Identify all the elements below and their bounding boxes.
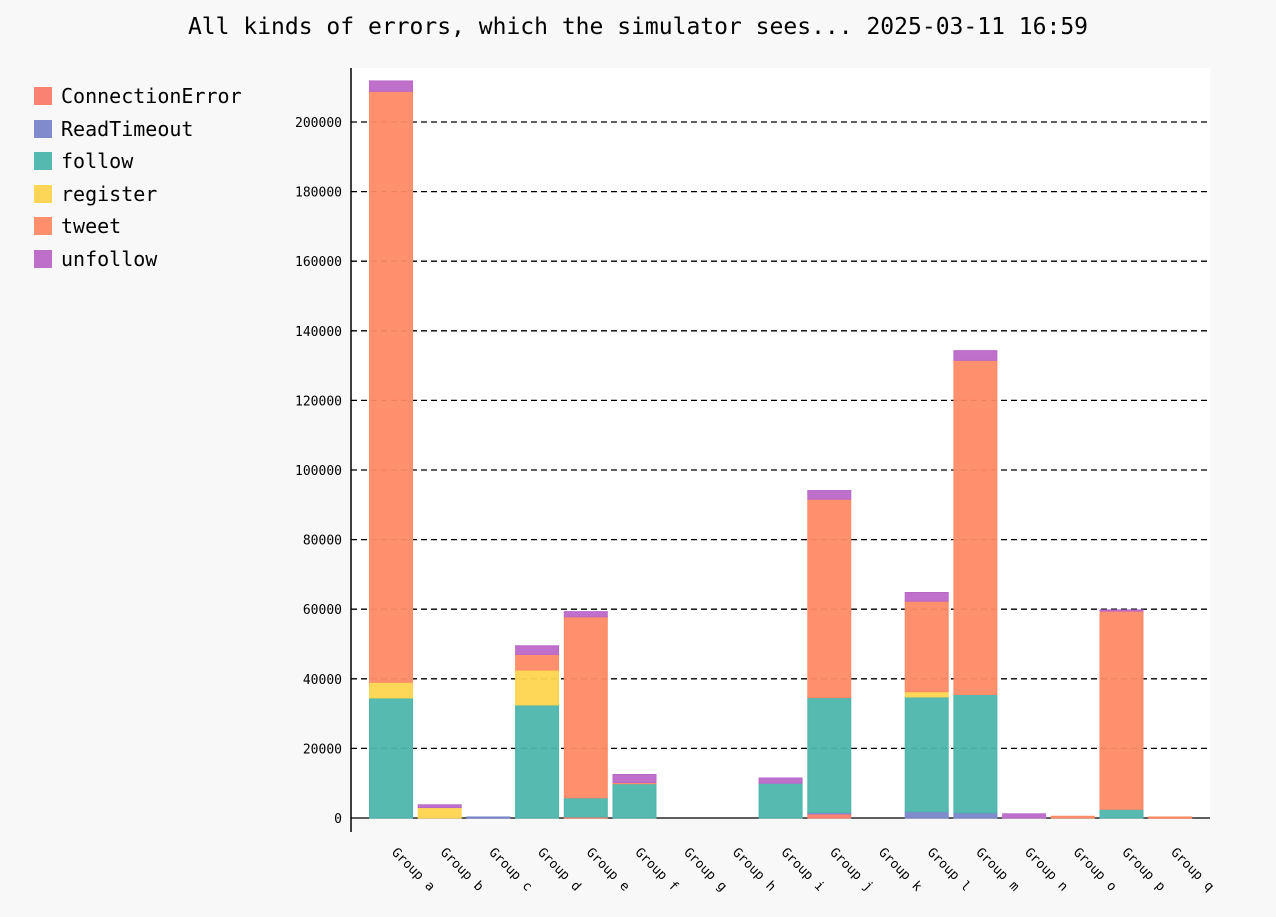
y-tick-label: 120000 (295, 394, 342, 409)
bar-segment: tweet Group a: 169800 (369, 90, 413, 683)
y-tick-label: 20000 (303, 742, 342, 757)
y-tick-label: 200000 (295, 116, 342, 131)
legend-item: register (34, 178, 242, 211)
bar-segment: follow Group m: 34000 (953, 693, 998, 814)
legend-item: unfollow (34, 243, 242, 276)
bar-segment: follow Group a: 34500 (369, 697, 413, 819)
bar-segment: unfollow Group n: 1200 (1002, 813, 1047, 819)
legend-item: tweet (34, 210, 242, 243)
bar-segment: follow Group e: 5500 (563, 797, 608, 818)
legend-swatch (34, 152, 52, 171)
legend-swatch (34, 87, 52, 106)
bar-segment: tweet Group q: 300 (1148, 816, 1193, 819)
plot-background (351, 68, 1210, 818)
bar-segment: register Group l: 1500 (904, 691, 949, 698)
x-tick-label: Group h (729, 845, 778, 894)
legend-item: follow (34, 145, 242, 178)
bar-segment: ReadTimeout Group l: 1800 (904, 811, 949, 819)
bar-segment: ConnectionError Group j: 1200 (807, 813, 852, 819)
legend-swatch (34, 119, 52, 138)
bar-segment: follow Group d: 32500 (515, 704, 560, 819)
legend-label: register (61, 181, 158, 206)
legend-swatch (34, 217, 52, 236)
x-tick-label: Group p (1119, 845, 1168, 894)
y-tick-label: 80000 (303, 534, 342, 549)
bar-segment: tweet Group l: 26000 (904, 600, 949, 693)
legend-label: ConnectionError (61, 84, 242, 109)
x-tick-label: Group j (826, 845, 875, 894)
x-tick-label: Group l (924, 845, 973, 894)
x-tick-label: Group c (486, 845, 535, 894)
x-tick-label: Group f (632, 845, 681, 894)
legend-swatch (34, 184, 52, 203)
y-tick-label: 140000 (295, 325, 342, 340)
legend-label: unfollow (61, 246, 158, 271)
bar-segment: tweet Group m: 96000 (953, 359, 998, 695)
y-tick-label: 0 (334, 812, 342, 827)
bar-segment: follow Group f: 10000 (612, 782, 657, 819)
bar-segment: unfollow Group f: 2300 (612, 774, 657, 784)
x-tick-label: Group n (1021, 845, 1070, 894)
x-tick-label: Group m (973, 845, 1022, 894)
bar-segment: tweet Group d: 4500 (515, 653, 560, 671)
y-tick-label: 160000 (295, 255, 342, 270)
y-tick-label: 180000 (295, 186, 342, 201)
bar-segment: unfollow Group p: 300 (1099, 609, 1144, 612)
legend-label: tweet (61, 214, 122, 239)
bar-segment: unfollow Group i: 1500 (758, 777, 803, 784)
bar-segment: register Group b: 3000 (417, 807, 462, 819)
bar-segment: unfollow Group l: 2500 (904, 591, 949, 602)
x-tick-label: Group a (388, 845, 437, 894)
bar-segment: follow Group j: 33000 (807, 697, 852, 813)
bar-segment: tweet Group p: 57000 (1099, 610, 1144, 810)
x-tick-label: Group g (680, 845, 729, 894)
bar-segment: follow Group i: 10000 (758, 782, 803, 819)
legend-label: follow (61, 149, 134, 174)
x-tick-label: Group i (778, 845, 827, 894)
chart-title: All kinds of errors, which the simulator… (187, 14, 1089, 40)
legend-swatch (34, 249, 52, 268)
bar-segment: unfollow Group m: 2800 (953, 350, 998, 361)
bar-segment: unfollow Group b: 800 (417, 804, 462, 809)
bar-segment: unfollow Group j: 2500 (807, 490, 852, 500)
bar-segment: tweet Group j: 57000 (807, 498, 852, 699)
x-tick-label: Group o (1070, 845, 1119, 894)
x-tick-label: Group q (1167, 845, 1216, 894)
bar-segment: unfollow Group d: 2500 (515, 645, 560, 655)
bar-segment: register Group a: 4500 (369, 681, 413, 699)
x-tick-label: Group d (534, 845, 583, 894)
y-tick-label: 100000 (295, 464, 342, 479)
bar-segment: ReadTimeout Group m: 1500 (953, 812, 998, 819)
bar-segment: tweet Group o: 500 (1050, 815, 1095, 819)
x-tick-label: Group b (437, 845, 486, 894)
legend-item: ReadTimeout (34, 113, 242, 146)
y-tick-label: 60000 (303, 603, 342, 618)
bar-segment: tweet Group e: 52000 (563, 616, 608, 799)
x-tick-label: Group k (875, 845, 924, 894)
legend-item: ConnectionError (34, 80, 242, 113)
bar-segment: follow Group p: 2500 (1099, 808, 1144, 819)
bar-segment: ReadTimeout Group c: 300 (466, 816, 511, 819)
y-tick-label: 40000 (303, 673, 342, 688)
bar-segment: unfollow Group a: 3000 (369, 80, 413, 92)
x-tick-label: Group e (583, 845, 632, 894)
legend: ConnectionError ReadTimeout follow register… (34, 80, 242, 275)
bar-segment: follow Group l: 33000 (904, 696, 949, 813)
legend-label: ReadTimeout (61, 116, 194, 141)
bar-segment: unfollow Group e: 1500 (563, 611, 608, 618)
bar-segment: register Group d: 10000 (515, 669, 560, 706)
